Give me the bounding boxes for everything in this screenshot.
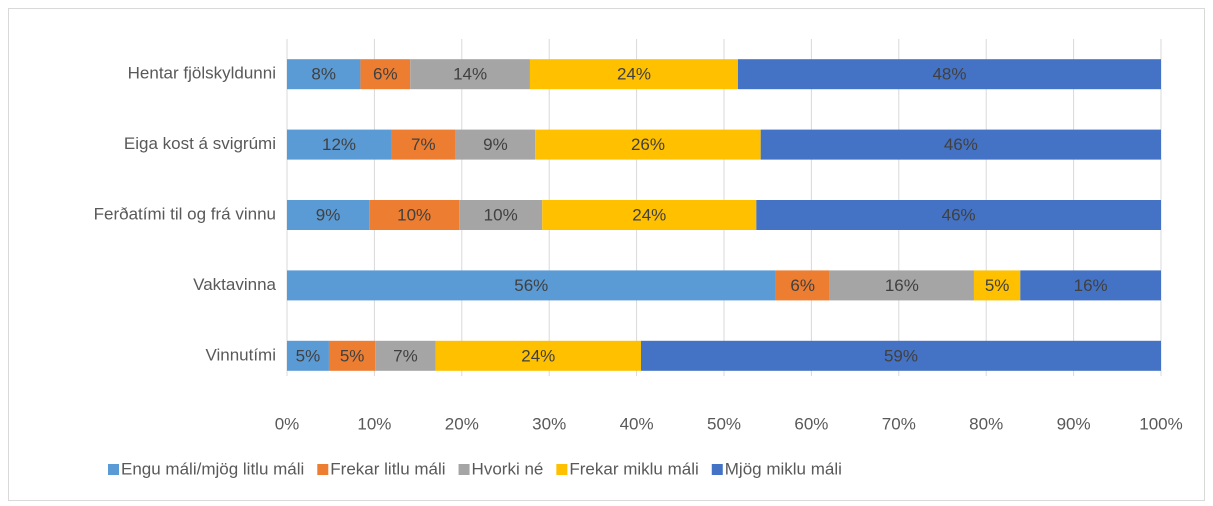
x-tick-label: 30% <box>532 414 566 433</box>
x-tick-label: 40% <box>620 414 654 433</box>
x-tick-label: 90% <box>1057 414 1091 433</box>
bar-segment <box>287 129 392 160</box>
legend-swatch <box>556 464 568 475</box>
data-label: 9% <box>316 205 341 224</box>
data-label: 26% <box>631 135 665 154</box>
x-tick-label: 20% <box>445 414 479 433</box>
legend-swatch <box>458 464 470 475</box>
legend-swatch <box>108 464 119 475</box>
data-label: 46% <box>942 205 976 224</box>
x-tick-label: 50% <box>707 414 741 433</box>
bar-segment <box>369 200 460 230</box>
legend-swatch <box>711 464 723 475</box>
data-label: 8% <box>311 65 336 84</box>
x-tick-label: 70% <box>882 414 916 433</box>
data-label: 7% <box>411 135 436 154</box>
bar-segment <box>287 340 329 371</box>
data-label: 56% <box>514 276 548 295</box>
legend-swatch <box>317 464 329 475</box>
bar-segment <box>535 129 761 160</box>
bar-segment <box>375 340 436 371</box>
bar-segment <box>435 340 641 371</box>
data-label: 24% <box>521 346 555 365</box>
bar-segment <box>328 340 376 371</box>
bar-segment <box>542 200 757 230</box>
legend-label: Frekar litlu máli <box>330 459 445 478</box>
bar-segment <box>1020 270 1161 301</box>
legend-label: Frekar miklu máli <box>569 459 698 478</box>
bar-segment <box>973 270 1021 301</box>
bar-segment <box>459 200 543 230</box>
x-tick-label: 80% <box>969 414 1003 433</box>
y-tick-label: Vinnutími <box>205 345 276 364</box>
x-tick-label: 60% <box>794 414 828 433</box>
bar-segment <box>455 129 536 160</box>
bar-segment <box>760 129 1161 160</box>
data-label: 12% <box>322 135 356 154</box>
data-label: 5% <box>985 276 1010 295</box>
data-label: 16% <box>1074 276 1108 295</box>
x-tick-label: 10% <box>357 414 391 433</box>
bar-segment <box>775 270 830 301</box>
data-label: 6% <box>373 65 398 84</box>
y-tick-label: Vaktavinna <box>193 275 276 294</box>
data-label: 9% <box>483 135 508 154</box>
legend-label: Hvorki né <box>472 459 544 478</box>
y-tick-label: Ferðatími til og frá vinnu <box>94 204 276 223</box>
data-label: 5% <box>296 346 321 365</box>
legend-label: Engu máli/mjög litlu máli <box>121 459 304 478</box>
bar-segment <box>287 200 370 230</box>
x-tick-label: 100% <box>1139 414 1182 433</box>
bar-segment <box>737 59 1161 90</box>
data-label: 10% <box>397 205 431 224</box>
bar-segment <box>287 59 361 90</box>
bar-segment <box>529 59 738 90</box>
bar-segment <box>287 270 776 301</box>
data-label: 48% <box>932 65 966 84</box>
x-tick-label: 0% <box>275 414 300 433</box>
bar-segment <box>360 59 411 90</box>
bar-segment <box>640 340 1161 371</box>
data-label: 16% <box>885 276 919 295</box>
data-label: 10% <box>484 205 518 224</box>
legend-label: Mjög miklu máli <box>725 459 842 478</box>
bar-segment <box>829 270 974 301</box>
y-tick-label: Hentar fjölskyldunni <box>128 64 276 83</box>
data-label: 7% <box>393 346 418 365</box>
data-label: 24% <box>632 205 666 224</box>
y-tick-label: Eiga kost á svigrúmi <box>124 134 276 153</box>
chart-frame <box>8 8 1205 501</box>
bar-segment <box>391 129 456 160</box>
data-label: 6% <box>790 276 815 295</box>
data-label: 24% <box>617 65 651 84</box>
bar-segment <box>410 59 530 90</box>
data-label: 14% <box>453 65 487 84</box>
data-label: 59% <box>884 346 918 365</box>
bar-segment <box>756 200 1161 230</box>
data-label: 46% <box>944 135 978 154</box>
data-label: 5% <box>340 346 365 365</box>
